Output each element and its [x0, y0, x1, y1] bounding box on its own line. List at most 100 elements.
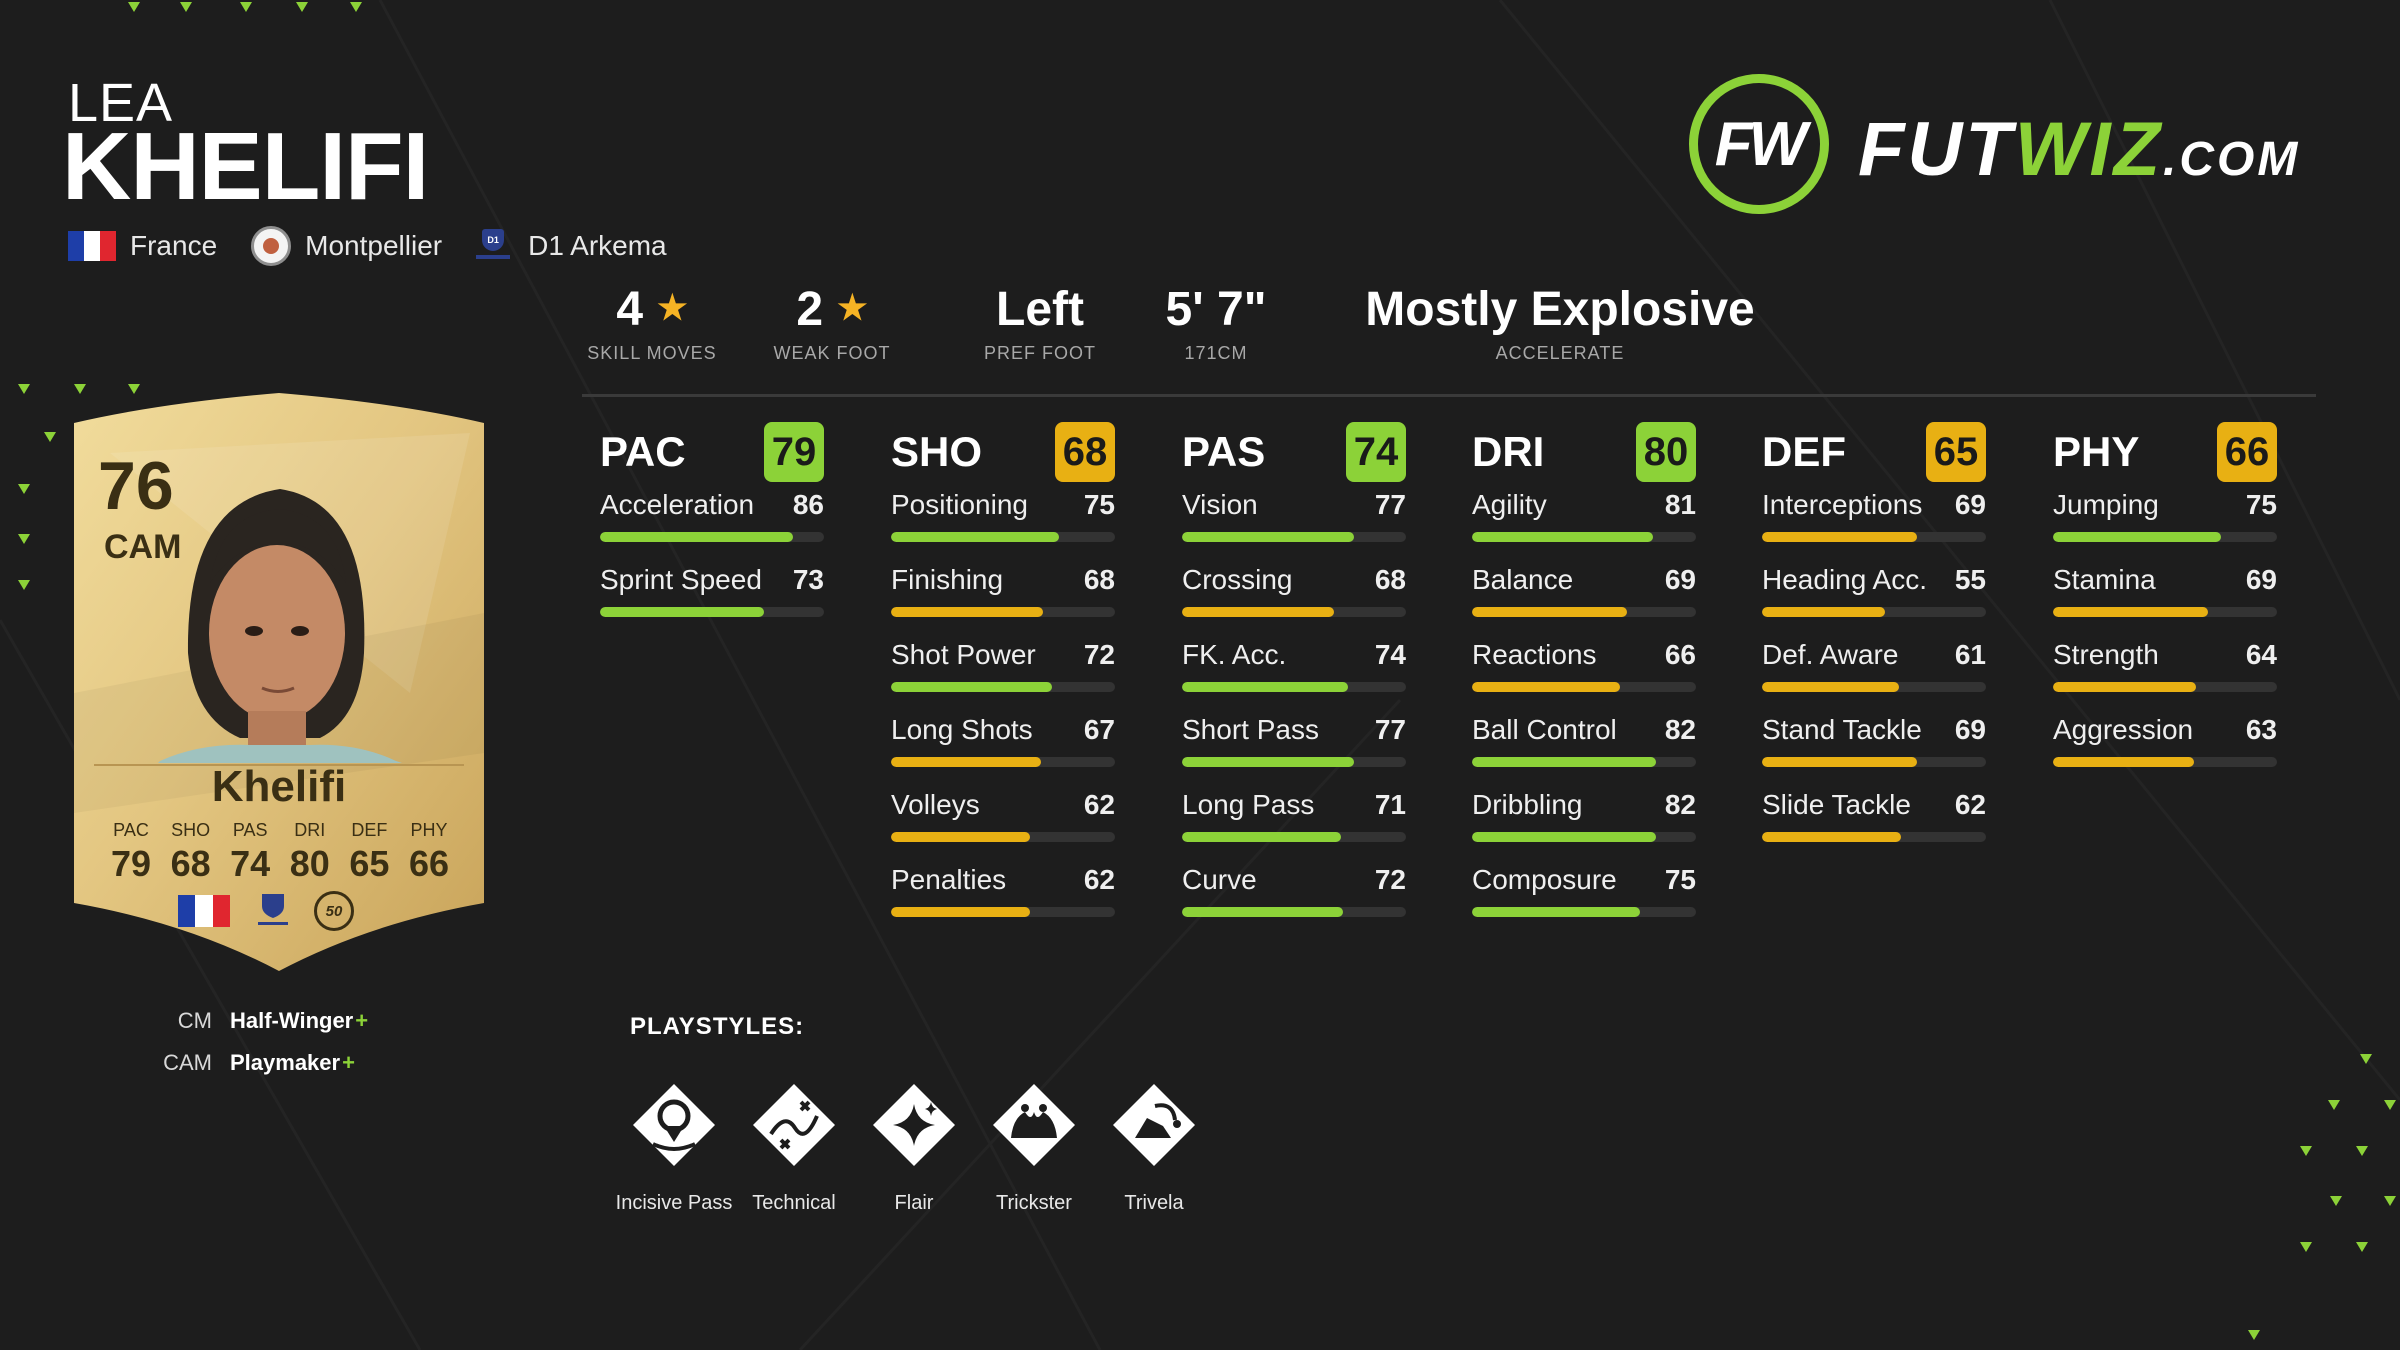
attribute-name: SHO: [891, 428, 983, 475]
sub-stat-bar-fill: [1762, 532, 1917, 542]
sub-stat-value: 62: [1954, 789, 1986, 820]
attribute-header: SHO 68: [891, 420, 1115, 484]
role-item[interactable]: CM Half-Winger +: [177, 1008, 369, 1033]
sub-stat-row: Finishing 68: [891, 559, 1115, 634]
sub-stat-name: Crossing: [1182, 564, 1293, 595]
club-crest-icon: [251, 226, 292, 266]
card-club-badge-icon: 50: [314, 891, 354, 931]
sub-stat-name: Curve: [1182, 864, 1257, 895]
card-rating: 76: [98, 448, 174, 524]
playstyle-trivela[interactable]: Trivela: [1094, 1082, 1214, 1218]
sub-stat-value: 72: [1083, 639, 1115, 670]
sub-stat-name: Volleys: [891, 789, 980, 820]
sub-stat-row: Reactions 66: [1472, 634, 1696, 709]
sub-stat-value: 63: [2245, 714, 2277, 745]
card-stat-phy: PHY 66: [408, 820, 449, 884]
nation-link[interactable]: France: [68, 230, 217, 262]
sub-stat-name: Shot Power: [891, 639, 1036, 670]
sub-stat-row: Crossing 68: [1182, 559, 1406, 634]
sub-stat-bar-fill: [891, 832, 1030, 842]
sub-stat-row: Composure 75: [1472, 859, 1696, 934]
attribute-name: PAS: [1182, 428, 1266, 475]
sub-stat-value: 62: [1083, 864, 1115, 895]
divider: [582, 394, 2316, 397]
sub-stat-bar-fill: [1182, 832, 1342, 842]
playstyle-flair[interactable]: Flair: [854, 1082, 974, 1218]
sub-stat-value: 82: [1664, 789, 1696, 820]
sub-stat-row: Balance 69: [1472, 559, 1696, 634]
sub-stat-value: 69: [2245, 564, 2277, 595]
sub-stat-name: Strength: [2053, 639, 2159, 670]
league-link[interactable]: D1 D1 Arkema: [476, 229, 667, 263]
sub-stat-value: 74: [1374, 639, 1406, 670]
sub-stat-row: Slide Tackle 62: [1762, 784, 1986, 859]
sub-stat-row: FK. Acc. 74: [1182, 634, 1406, 709]
attribute-column-dri: DRI 80 Agility 81 Balance 69 Reactions 66 Ball C…: [1472, 420, 1696, 934]
sub-stat-value: 69: [1954, 489, 1986, 520]
attribute-rating-badge: 68: [1055, 422, 1115, 482]
sub-stat-bar-fill: [1472, 532, 1654, 542]
sub-stat-bar-fill: [891, 682, 1053, 692]
sub-stat-bar: [1182, 682, 1406, 692]
sub-stat-bar-fill: [1472, 907, 1640, 917]
club-link[interactable]: Montpellier: [251, 226, 442, 266]
location-pin-icon: [633, 1084, 715, 1166]
sub-stat-row: Long Pass 71: [1182, 784, 1406, 859]
sub-stat-row: Vision 77: [1182, 484, 1406, 559]
sub-stat-value: 75: [1664, 864, 1696, 895]
sub-stat-name: Aggression: [2053, 714, 2194, 745]
sub-stat-value: 77: [1374, 714, 1406, 745]
attribute-header: PAS 74: [1182, 420, 1406, 484]
card-league-icon: [258, 894, 288, 925]
sub-stat-name: Dribbling: [1472, 789, 1583, 820]
sub-stat-bar-fill: [1182, 907, 1344, 917]
attribute-header: PAC 79: [600, 420, 824, 484]
sub-stat-name: Acceleration: [600, 489, 755, 520]
sub-stat-row: Acceleration 86: [600, 484, 824, 559]
sub-stat-name: Slide Tackle: [1762, 789, 1911, 820]
sub-stat-row: Shot Power 72: [891, 634, 1115, 709]
player-meta: France Montpellier D1 D1 Arkema: [68, 226, 701, 266]
sub-stat-name: Balance: [1472, 564, 1574, 595]
sub-stat-value: 81: [1664, 489, 1696, 520]
futwiz-wordmark[interactable]: FUTWIZ.COM: [1858, 107, 2301, 192]
attribute-header: DEF 65: [1762, 420, 1986, 484]
sub-stat-bar-fill: [2053, 682, 2197, 692]
sub-stat-value: 82: [1664, 714, 1696, 745]
player-card[interactable]: [70, 393, 488, 971]
sub-stat-name: Reactions: [1472, 639, 1597, 670]
player-portrait: [158, 489, 402, 763]
plus-icon: +: [355, 1008, 369, 1033]
futwiz-logo-icon[interactable]: FW: [1689, 74, 1829, 214]
sub-stat-bar: [1762, 532, 1986, 542]
sub-stat-bar-fill: [891, 532, 1059, 542]
club-label: Montpellier: [305, 230, 443, 261]
sub-stat-bar: [1472, 907, 1696, 917]
sub-stat-bar: [891, 832, 1115, 842]
sub-stat-bar: [1472, 607, 1696, 617]
card-position: CAM: [104, 528, 182, 566]
sub-stat-name: Long Shots: [891, 714, 1033, 745]
sub-stat-row: Curve 72: [1182, 859, 1406, 934]
boot-curve-icon: [1113, 1084, 1195, 1166]
sub-stat-bar-fill: [1762, 607, 1886, 617]
sub-stat-row: Interceptions 69: [1762, 484, 1986, 559]
role-item[interactable]: CAM Playmaker +: [163, 1050, 355, 1075]
attribute-rating-badge: 66: [2217, 422, 2277, 482]
card-player-name: Khelifi: [211, 762, 347, 811]
sub-stat-row: Aggression 63: [2053, 709, 2277, 784]
playstyle-technical[interactable]: Technical: [734, 1082, 854, 1218]
sub-stat-bar-fill: [1182, 757, 1355, 767]
sub-stat-value: 71: [1374, 789, 1406, 820]
playstyle-trickster[interactable]: Trickster: [974, 1082, 1094, 1218]
sub-stat-row: Sprint Speed 73: [600, 559, 824, 634]
league-logo-icon: D1: [476, 229, 511, 263]
attribute-rating-badge: 74: [1346, 422, 1406, 482]
playstyle-incisive-pass[interactable]: Incisive Pass: [614, 1082, 734, 1218]
sub-stat-row: Positioning 75: [891, 484, 1115, 559]
sub-stat-name: Jumping: [2053, 489, 2159, 520]
player-first-name: LEA: [68, 73, 174, 133]
sub-stat-value: 69: [1664, 564, 1696, 595]
sub-stat-bar: [1182, 907, 1406, 917]
